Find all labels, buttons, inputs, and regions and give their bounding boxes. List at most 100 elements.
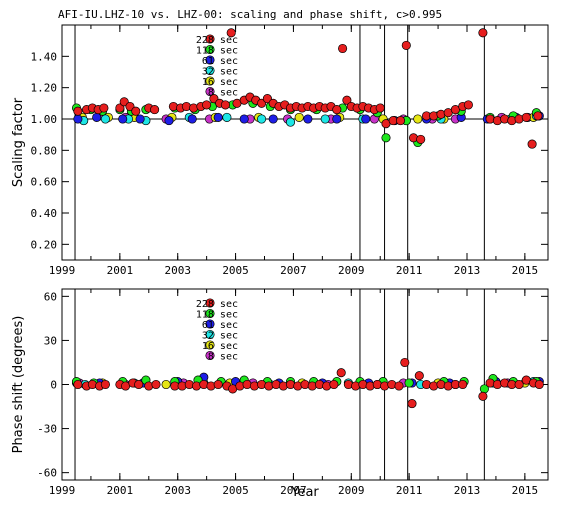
data-point: [150, 105, 160, 115]
x-tick-label: 2009: [338, 264, 365, 277]
data-point: [285, 117, 296, 127]
x-tick-label: 1999: [49, 484, 76, 497]
x-tick-label: 2007: [280, 484, 307, 497]
data-point: [226, 28, 236, 38]
series-228-sec: [73, 357, 544, 409]
y-tick-label: 0.40: [31, 207, 58, 220]
data-point: [73, 379, 83, 390]
legend-label: 228 sec: [196, 35, 238, 46]
x-tick-label: 2011: [396, 264, 423, 277]
legend-marker: [205, 86, 215, 97]
data-point: [381, 133, 391, 143]
y-tick-label: -60: [37, 467, 57, 480]
data-point: [285, 379, 296, 390]
data-point: [463, 100, 473, 110]
data-point: [264, 381, 274, 391]
x-tick-label: 2009: [338, 484, 365, 497]
legend-marker: [205, 308, 215, 319]
y-tick-label: 1.20: [31, 82, 58, 95]
data-point: [521, 112, 531, 122]
legend-marker: [205, 55, 215, 65]
data-point: [213, 112, 223, 122]
data-point: [338, 43, 348, 54]
data-point: [135, 114, 145, 124]
data-point: [307, 381, 317, 391]
legend-marker: [205, 65, 215, 76]
x-tick-label: 2003: [164, 484, 191, 497]
legend-marker: [205, 350, 215, 361]
legend-marker: [205, 34, 215, 44]
data-point: [320, 114, 330, 124]
scaling-factor-panel: 1999 2001 2003 2005 2007 2009 2011 2013 2015 0.20…: [11, 24, 549, 277]
data-point: [202, 100, 212, 110]
data-point: [375, 103, 385, 113]
x-tick-label: 2001: [107, 264, 134, 277]
legend-marker: [205, 319, 215, 329]
data-point: [191, 381, 202, 391]
phase-shift-panel: 1999 2001 2003 2005 2007 2009 2011 2013 2015 60 30…: [11, 288, 549, 500]
data-point: [429, 111, 439, 121]
data-point: [342, 95, 352, 105]
chart-title: AFI-IU.LHZ-10 vs. LHZ-00: scaling and ph…: [58, 8, 442, 21]
y-tick-label: 0.20: [31, 238, 58, 251]
data-point: [222, 112, 232, 122]
data-point: [294, 112, 304, 122]
data-point: [336, 368, 346, 378]
data-point: [242, 379, 252, 390]
y-tick-label: 1.40: [31, 50, 58, 63]
data-point: [534, 379, 544, 390]
data-point: [329, 379, 339, 390]
y-tick-label: -30: [37, 423, 57, 436]
data-point: [485, 114, 495, 124]
data-point: [189, 103, 199, 113]
data-point: [404, 378, 414, 388]
data-point: [134, 379, 144, 390]
plot-frame: [61, 24, 549, 261]
data-point: [118, 114, 128, 124]
data-point: [407, 399, 417, 409]
x-tick-label: 1999: [49, 264, 76, 277]
data-point: [220, 100, 230, 110]
data-point: [73, 106, 83, 116]
data-point: [413, 114, 423, 124]
legend-label: 61 sec: [202, 56, 238, 67]
data-point: [303, 114, 313, 124]
x-tick-label: 2013: [454, 264, 481, 277]
data-point: [458, 379, 468, 390]
data-point: [73, 114, 83, 124]
data-point: [527, 139, 537, 149]
data-point: [372, 379, 382, 390]
legend-label: 32 sec: [202, 67, 238, 78]
data-point: [478, 28, 488, 38]
data-point: [100, 379, 110, 390]
data-point: [416, 134, 426, 144]
data-point: [213, 379, 223, 390]
y-tick-label: 60: [44, 290, 57, 303]
x-tick-label: 2003: [164, 264, 191, 277]
data-point: [485, 378, 495, 388]
data-point: [533, 111, 543, 121]
series-228-sec: [73, 28, 543, 149]
x-axis-label: Year: [290, 485, 319, 500]
data-point: [394, 381, 404, 391]
data-point: [507, 116, 517, 126]
x-tick-label: 2015: [512, 484, 539, 497]
legend-label: 16 sec: [202, 77, 238, 88]
data-point: [429, 381, 439, 391]
legend-label: 118 sec: [196, 46, 238, 57]
x-tick-label: 2001: [107, 484, 134, 497]
data-point: [414, 371, 424, 381]
data-point: [161, 379, 171, 390]
data-point: [401, 40, 411, 50]
data-point: [395, 116, 406, 126]
data-point: [478, 391, 488, 401]
x-tick-label: 2015: [512, 264, 539, 277]
legend-label: 16 sec: [202, 341, 238, 352]
data-point: [164, 116, 174, 126]
legend-marker: [205, 76, 215, 86]
y-tick-label: 1.00: [31, 113, 58, 126]
data-point: [187, 114, 197, 124]
data-point: [332, 114, 342, 124]
